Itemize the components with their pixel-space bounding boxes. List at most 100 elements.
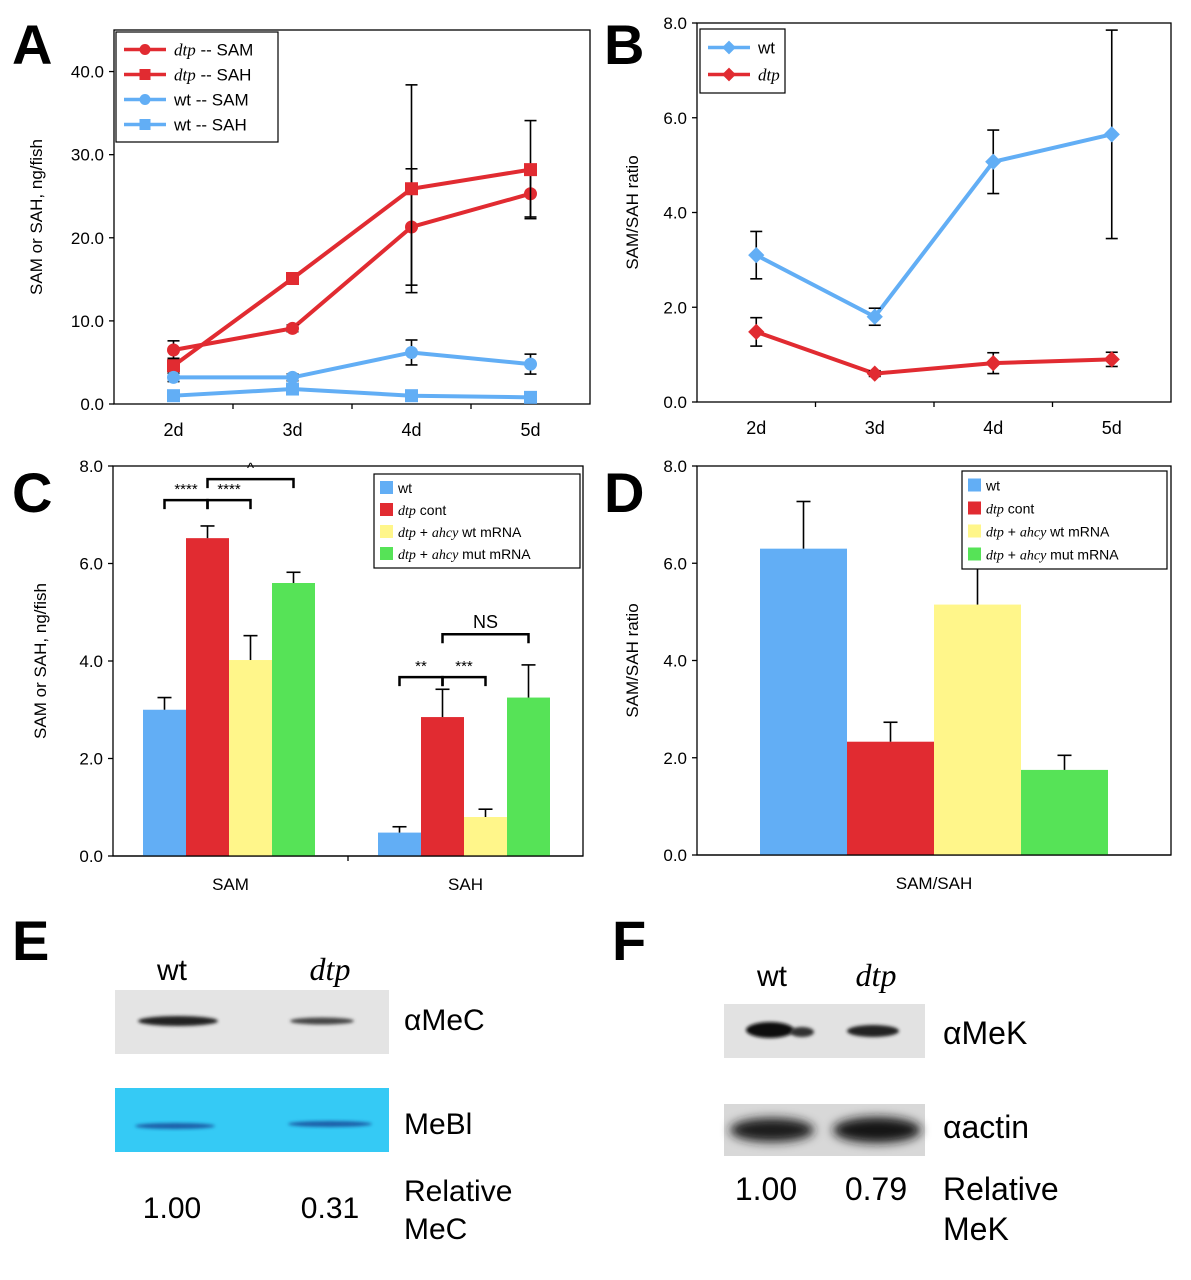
chart-a-legend-label-0: dtp -- SAM bbox=[174, 41, 253, 60]
chart-c-bar-2-0 bbox=[229, 660, 272, 856]
chart-a-series-3-point-2 bbox=[405, 389, 418, 402]
chart-b-ytick-label: 8.0 bbox=[663, 14, 687, 33]
chart-d-bar-1-0 bbox=[847, 742, 934, 855]
chart-d-ytick-label: 8.0 bbox=[663, 457, 687, 476]
chart-c-significance-label-2: ^ bbox=[247, 460, 254, 477]
chart-b-series-0-point-0 bbox=[748, 247, 764, 263]
chart-c-legend-label-2: dtp + ahcy wt mRNA bbox=[398, 524, 522, 541]
blot-e-band-wt bbox=[138, 1016, 218, 1026]
chart-a-legend-swatch-marker-2 bbox=[140, 94, 151, 105]
chart-c-bar-3-1 bbox=[507, 698, 550, 856]
chart-a-xtick-label: 4d bbox=[401, 420, 421, 440]
chart-a-series-2-point-2 bbox=[405, 346, 418, 359]
chart-a-series-2-point-3 bbox=[524, 358, 537, 371]
chart-d-error-3-0 bbox=[1058, 755, 1072, 770]
blot-f-value-wt: 1.00 bbox=[735, 1171, 797, 1207]
chart-a-legend-label-3: wt -- SAH bbox=[173, 116, 247, 135]
chart-b-legend-label-0: wt bbox=[757, 39, 775, 58]
blot-f-band-wt bbox=[746, 1022, 794, 1038]
chart-a-legend-label-1: dtp -- SAH bbox=[174, 66, 251, 85]
chart-c-legend-label-3: dtp + ahcy mut mRNA bbox=[398, 546, 531, 563]
blot-e-stain-band-dtp bbox=[288, 1121, 372, 1127]
panel-letter-d: D bbox=[604, 461, 644, 524]
chart-c-legend-label-0: wt bbox=[397, 480, 412, 496]
chart-b-ylabel: SAM/SAH ratio bbox=[623, 155, 642, 269]
chart-b-series-1-point-0 bbox=[748, 324, 764, 340]
chart-c-significance-0: **** bbox=[165, 481, 208, 509]
chart-a-ylabel: SAM or SAH, ng/fish bbox=[27, 139, 46, 295]
chart-c-significance-bracket-5 bbox=[443, 634, 529, 643]
chart-d-ytick-label: 6.0 bbox=[663, 554, 687, 573]
blot-f-band-actin-wt bbox=[730, 1118, 814, 1142]
chart-d-legend-label-0: wt bbox=[985, 478, 1000, 494]
blot-f-relative-unit: MeK bbox=[943, 1211, 1009, 1247]
panel-letter-f: F bbox=[612, 909, 646, 972]
chart-b-series-1-point-3 bbox=[1104, 351, 1120, 367]
figure-canvas: A B C D E F 0.010.020.030.040.0SAM or SA… bbox=[0, 0, 1191, 1280]
chart-a-xtick-label: 2d bbox=[163, 420, 183, 440]
chart-c-error-3-1 bbox=[522, 665, 536, 698]
chart-a-series-1-point-2 bbox=[405, 182, 418, 195]
chart-b-series-0-line bbox=[756, 134, 1112, 316]
chart-b-xtick-label: 5d bbox=[1102, 418, 1122, 438]
chart-b-xtick-label: 3d bbox=[865, 418, 885, 438]
chart-c-legend-swatch-0 bbox=[380, 481, 393, 494]
chart-c-legend-swatch-3 bbox=[380, 547, 393, 560]
blot-e-relative-label: Relative bbox=[404, 1175, 512, 1208]
chart-b-ytick-label: 2.0 bbox=[663, 298, 687, 317]
chart-a-ytick-label: 30.0 bbox=[71, 146, 104, 165]
chart-d-ytick-label: 0.0 bbox=[663, 846, 687, 865]
panel-letter-e: E bbox=[12, 909, 49, 972]
chart-a-series-1-point-1 bbox=[286, 272, 299, 285]
chart-a-xtick-label: 5d bbox=[520, 420, 540, 440]
chart-c-significance-label-1: **** bbox=[217, 481, 241, 498]
chart-d-bar-2-0 bbox=[934, 605, 1021, 855]
chart-a-ytick-label: 40.0 bbox=[71, 63, 104, 82]
chart-c-error-2-0 bbox=[244, 636, 258, 660]
blot-e-row-mec: αMeC bbox=[404, 1004, 485, 1037]
chart-a-series-2-point-1 bbox=[286, 371, 299, 384]
chart-d-legend-swatch-3 bbox=[968, 548, 981, 561]
chart-c-ylabel: SAM or SAH, ng/fish bbox=[31, 583, 50, 739]
chart-c-error-1-0 bbox=[201, 526, 215, 538]
chart-c-significance-5: NS bbox=[443, 612, 529, 643]
chart-d-ytick-label: 4.0 bbox=[663, 652, 687, 671]
chart-c-ytick-label: 2.0 bbox=[79, 750, 103, 769]
chart-d-legend-label-2: dtp + ahcy wt mRNA bbox=[986, 524, 1110, 541]
chart-b: 0.02.04.06.08.0SAM/SAH ratio2d 3d 4d 5dwtdt… bbox=[623, 14, 1171, 438]
chart-c-legend-swatch-1 bbox=[380, 503, 393, 516]
blot-f: wt dtp αMeK αactin 1.00 0.79 Relative Me… bbox=[724, 957, 1059, 1247]
chart-d-legend-label-1: dtp cont bbox=[986, 501, 1034, 518]
chart-c-bar-1-0 bbox=[186, 538, 229, 856]
chart-c-error-0-1 bbox=[393, 827, 407, 833]
blot-e-stain-band-wt bbox=[135, 1123, 215, 1129]
chart-a-series-3-point-1 bbox=[286, 383, 299, 396]
chart-c-legend-swatch-2 bbox=[380, 525, 393, 538]
chart-b-xtick-label: 4d bbox=[983, 418, 1003, 438]
chart-c-bar-2-1 bbox=[464, 817, 507, 856]
chart-a-ytick-label: 10.0 bbox=[71, 312, 104, 331]
chart-a-xtick-label: 3d bbox=[282, 420, 302, 440]
chart-a-ytick-label: 0.0 bbox=[80, 395, 104, 414]
chart-a-legend-swatch-marker-3 bbox=[140, 119, 151, 130]
chart-c-significance-label-4: *** bbox=[455, 658, 473, 675]
chart-a-series-3-point-0 bbox=[167, 389, 180, 402]
blot-f-lane-wt: wt bbox=[756, 960, 788, 993]
chart-d-ytick-label: 2.0 bbox=[663, 749, 687, 768]
chart-c-xtick-label: SAH bbox=[448, 875, 483, 894]
chart-c-ytick-label: 4.0 bbox=[79, 652, 103, 671]
chart-d-error-1-0 bbox=[884, 722, 898, 741]
chart-c-ytick-label: 8.0 bbox=[79, 457, 103, 476]
blot-e-lane-dtp: dtp bbox=[310, 951, 351, 987]
chart-a-legend-swatch-marker-0 bbox=[140, 44, 151, 55]
chart-a-series-2-point-0 bbox=[167, 371, 180, 384]
chart-c: 0.02.04.06.08.0SAM or SAH, ng/fishSAM SAH… bbox=[31, 457, 583, 894]
chart-c-significance-bracket-3 bbox=[400, 677, 443, 686]
blot-e-relative-unit: MeC bbox=[404, 1213, 467, 1246]
chart-d: 0.02.04.06.08.0SAM/SAH ratioSAM/SAHwtdtp… bbox=[623, 457, 1171, 893]
chart-b-ytick-label: 6.0 bbox=[663, 109, 687, 128]
chart-c-bar-1-1 bbox=[421, 717, 464, 856]
chart-c-significance-3: ** bbox=[400, 658, 443, 686]
panel-letter-b: B bbox=[604, 13, 644, 76]
chart-d-legend-swatch-2 bbox=[968, 525, 981, 538]
